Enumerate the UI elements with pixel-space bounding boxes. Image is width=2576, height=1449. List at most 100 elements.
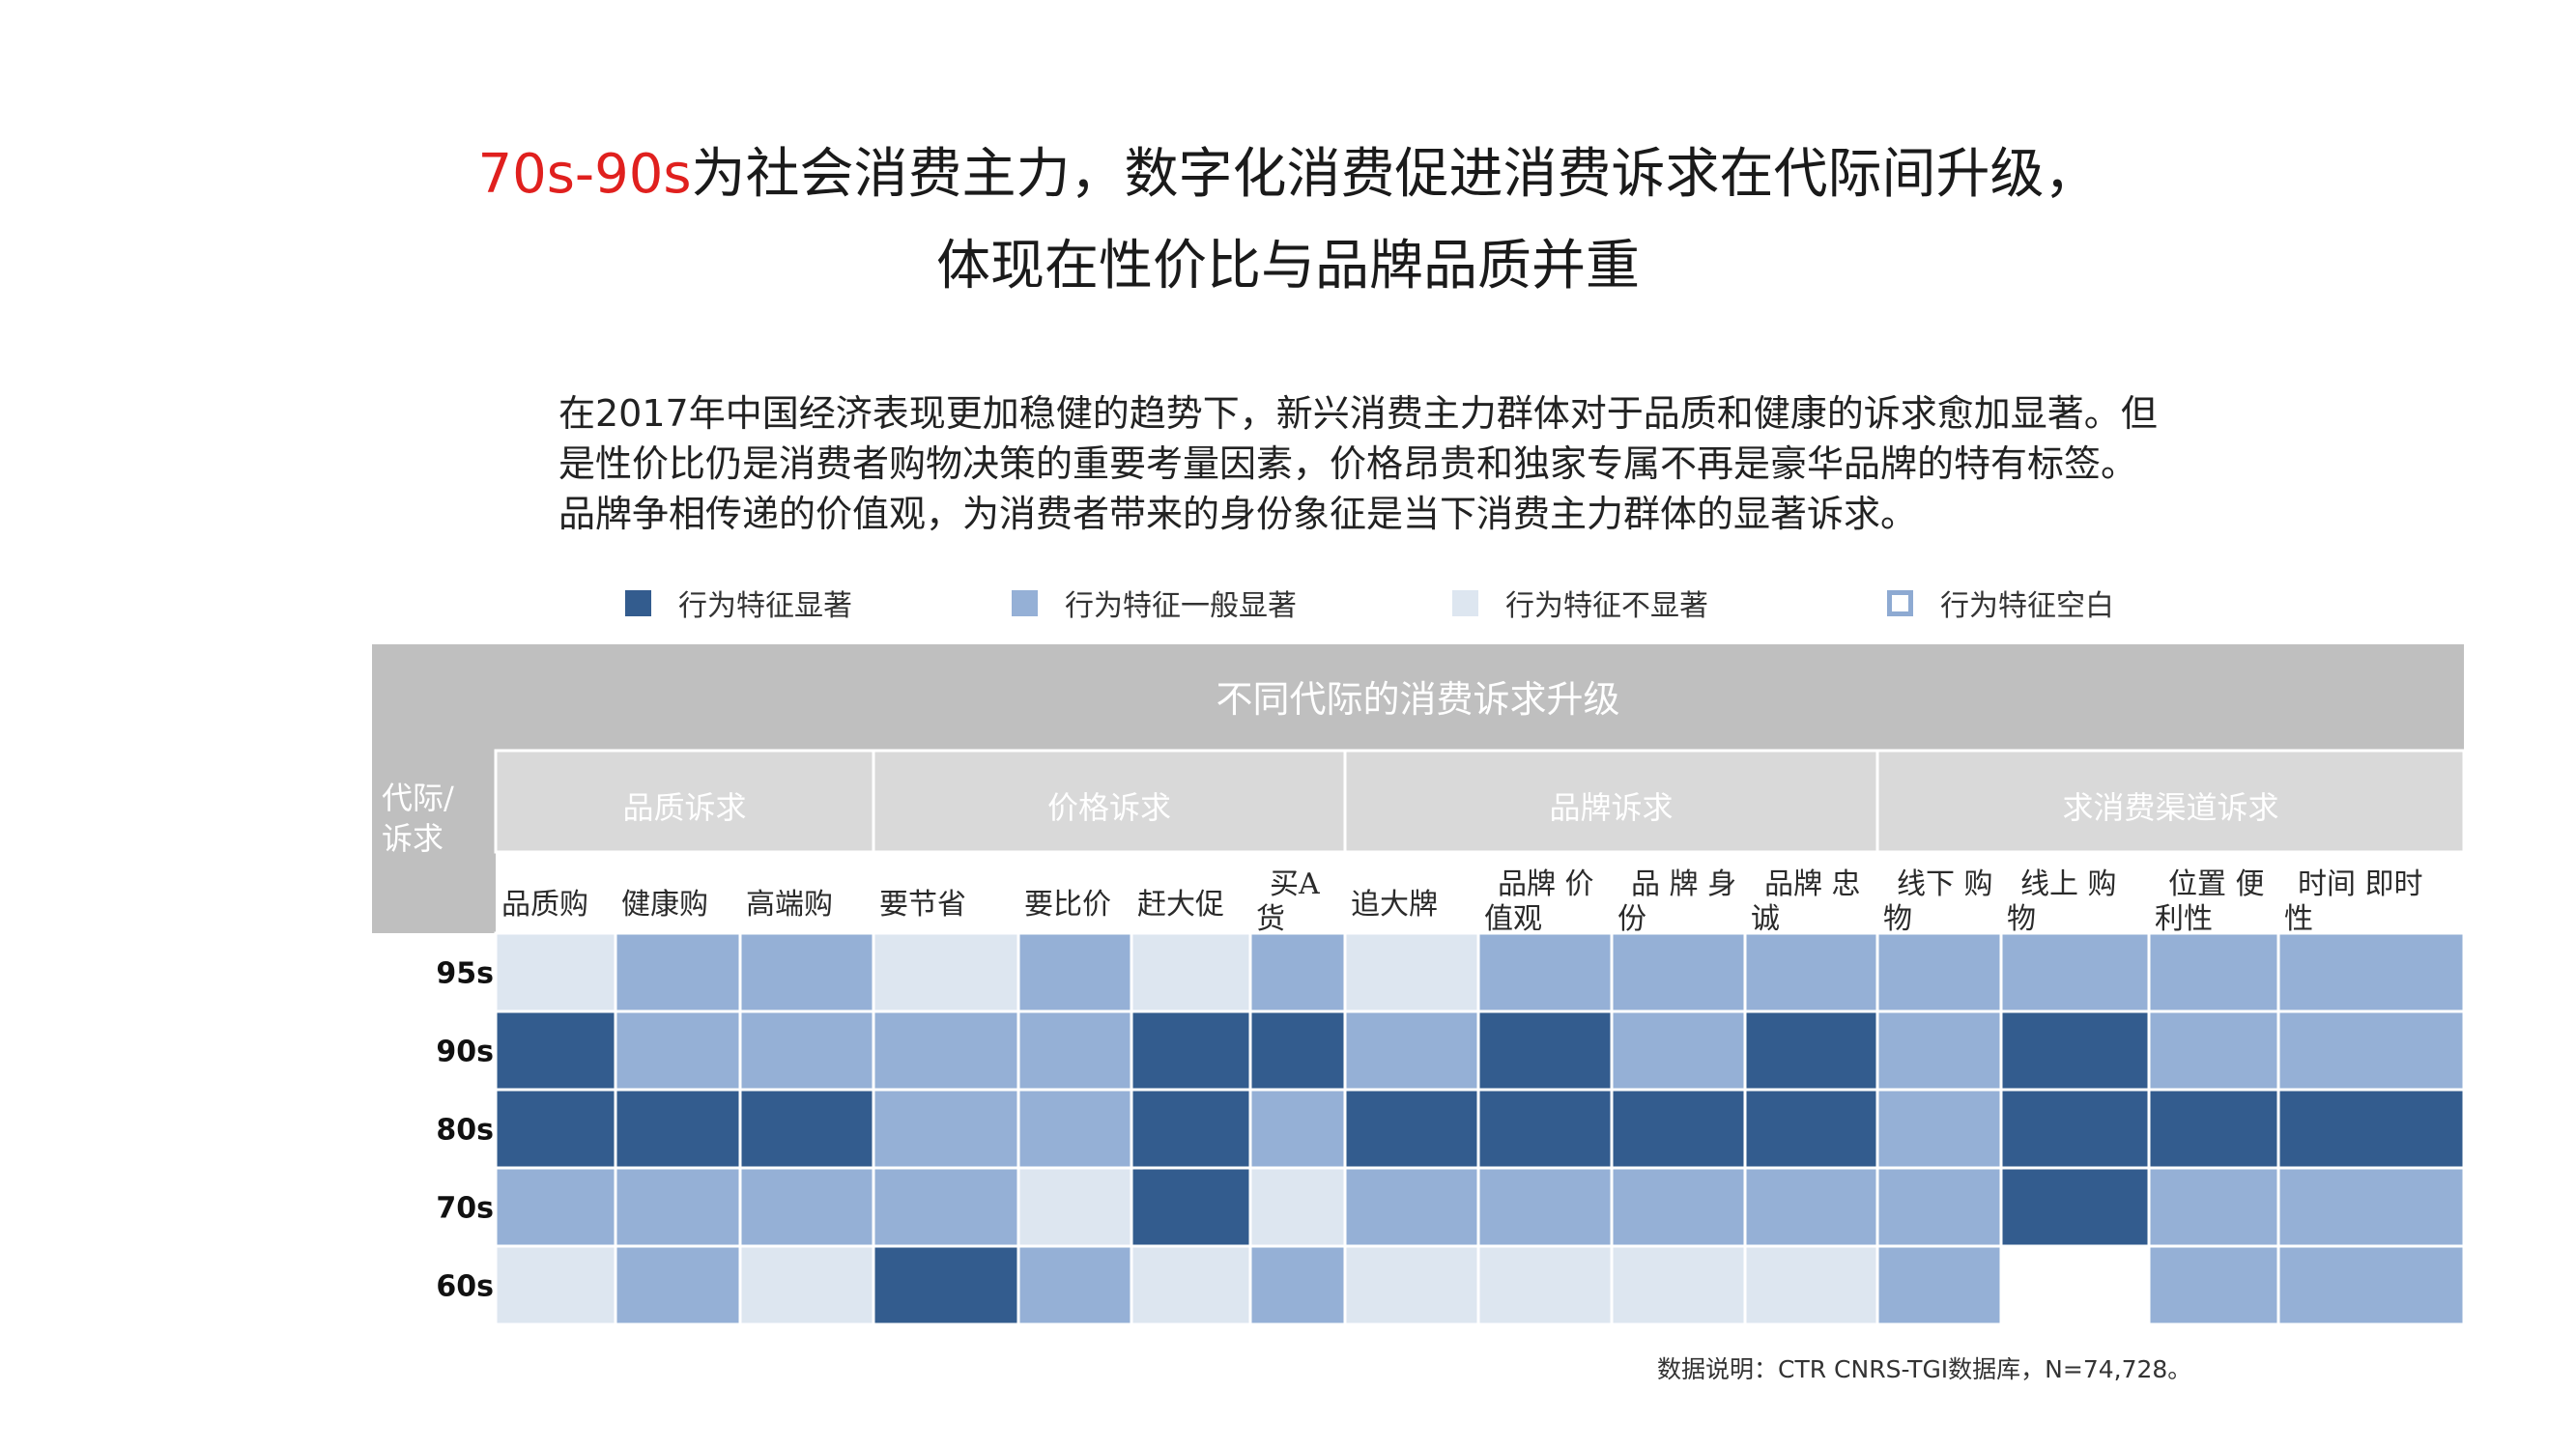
- heatmap-cell: [1130, 931, 1252, 1013]
- group-header-label: 价格诉求: [1047, 789, 1171, 826]
- heatmap-cell: [1130, 1244, 1252, 1326]
- column-header-label: 品 牌 身: [1631, 867, 1736, 901]
- heatmap-cell: [1999, 1244, 2151, 1326]
- heatmap-cell: [1016, 1009, 1133, 1092]
- group-header: [1875, 749, 2466, 854]
- heatmap-cell: [1130, 1088, 1252, 1170]
- chart-title-bar: [372, 644, 2464, 751]
- group-header-label: 求消费渠道诉求: [2062, 789, 2278, 826]
- heatmap-cell: [1476, 931, 1614, 1013]
- legend-swatch: [1452, 589, 1478, 616]
- heatmap-cell: [614, 1009, 742, 1092]
- row-label: 70s: [436, 1192, 494, 1226]
- heatmap-cell: [1248, 1009, 1347, 1092]
- group-header: [872, 749, 1347, 854]
- heatmap-cell: [1248, 1244, 1347, 1326]
- heatmap-cell: [1743, 1244, 1879, 1326]
- heatmap-cell: [614, 1166, 742, 1248]
- heatmap-cell: [1999, 1166, 2151, 1248]
- row-label: 60s: [436, 1270, 494, 1304]
- legend-item-blank: 行为特征空白: [1887, 583, 2114, 623]
- heatmap-cell: [614, 1244, 742, 1326]
- heatmap-cell: [1610, 931, 1747, 1013]
- legend-item-significant: 行为特征显著: [625, 583, 852, 623]
- column-header-label: 线下 购: [1897, 867, 1993, 901]
- legend-swatch: [1887, 589, 1913, 616]
- column-header-label: 追大牌: [1351, 888, 1438, 922]
- heatmap-cell: [614, 1088, 742, 1170]
- heatmap-cell: [1476, 1244, 1614, 1326]
- heatmap-cell: [2276, 1166, 2466, 1248]
- column-header-label: 买A: [1270, 867, 1320, 901]
- heatmap-cell: [1016, 1244, 1133, 1326]
- heatmap-cell: [2276, 931, 2466, 1013]
- legend-label: 行为特征显著: [678, 589, 852, 623]
- heatmap-cell: [494, 931, 617, 1013]
- heatmap-cell: [1343, 1009, 1480, 1092]
- heatmap-cell: [2147, 1088, 2280, 1170]
- column-header-band: [496, 852, 2464, 933]
- column-header-label: 品牌 价: [1498, 867, 1594, 901]
- heatmap-cell: [738, 1166, 875, 1248]
- page-title-line-1: 70s-90s为社会消费主力，数字化消费促进消费诉求在代际间升级，: [0, 130, 2576, 209]
- heatmap-cell: [2147, 1009, 2280, 1092]
- column-header-label: 要节省: [879, 888, 966, 922]
- heatmap-cell: [1610, 1009, 1747, 1092]
- column-header-label: 份: [1617, 902, 1646, 936]
- legend-swatch: [1012, 589, 1038, 616]
- heatmap-cell: [738, 1009, 875, 1092]
- title-highlight: 70s-90s: [477, 143, 692, 206]
- row-label: 90s: [436, 1036, 494, 1069]
- heatmap-cell: [1476, 1166, 1614, 1248]
- heatmap-cell: [1016, 1166, 1133, 1248]
- column-header-label: 时间 即时: [2298, 867, 2423, 901]
- page-title-line-2: 体现在性价比与品牌品质并重: [936, 235, 1640, 298]
- column-header-label: 高端购: [746, 888, 833, 922]
- heatmap-cell: [1476, 1009, 1614, 1092]
- column-header-label: 性: [2284, 902, 2313, 936]
- heatmap-cell: [1875, 1088, 2003, 1170]
- legend-label: 行为特征空白: [1940, 589, 2114, 623]
- heatmap-cell: [1999, 1088, 2151, 1170]
- heatmap-cell: [1875, 931, 2003, 1013]
- column-header-label: 诚: [1751, 902, 1780, 936]
- heatmap-legend: 行为特征显著 行为特征一般显著 行为特征不显著 行为特征空白: [0, 583, 2576, 623]
- heatmap-cell: [1875, 1009, 2003, 1092]
- column-header-label: 赶大促: [1137, 888, 1224, 922]
- heatmap-cell: [1875, 1244, 2003, 1326]
- column-header-label: 品牌 忠: [1764, 867, 1861, 901]
- heatmap-cell: [1476, 1088, 1614, 1170]
- heatmap-cell: [1999, 1009, 2151, 1092]
- column-header-label: 值观: [1484, 902, 1542, 936]
- heatmap-cell: [1743, 931, 1879, 1013]
- source-note: 数据说明：CTR CNRS-TGI数据库，N=74,728。: [1657, 1355, 2192, 1383]
- heatmap-cell: [872, 1244, 1020, 1326]
- corner-label: 代际/: [382, 780, 454, 816]
- heatmap-cell: [872, 1009, 1020, 1092]
- intro-line: 品牌争相传递的价值观，为消费者带来的身份象征是当下消费主力群体的显著诉求。: [558, 493, 1918, 535]
- intro-paragraph: 在2017年中国经济表现更加稳健的趋势下，新兴消费主力群体对于品质和健康的诉求愈…: [558, 388, 2220, 539]
- group-header-label: 品质诉求: [622, 789, 746, 826]
- heatmap-cell: [494, 1244, 617, 1326]
- heatmap-cell: [1130, 1009, 1252, 1092]
- heatmap-cell: [1248, 931, 1347, 1013]
- heatmap-cell: [2276, 1088, 2466, 1170]
- heatmap-cell: [1743, 1166, 1879, 1248]
- title-line-1-text: 为社会消费主力，数字化消费促进消费诉求在代际间升级，: [691, 143, 2099, 206]
- heatmap-cell: [494, 1088, 617, 1170]
- heatmap-cell: [1343, 931, 1480, 1013]
- heatmap-cell: [1016, 931, 1133, 1013]
- column-header-label: 健康购: [621, 888, 708, 922]
- heatmap-cell: [1743, 1088, 1879, 1170]
- legend-item-moderate: 行为特征一般显著: [1012, 583, 1297, 623]
- heatmap-cell: [1610, 1244, 1747, 1326]
- column-header-label: 物: [1883, 902, 1912, 936]
- heatmap-cell: [2276, 1244, 2466, 1326]
- intro-line: 在2017年中国经济表现更加稳健的趋势下，新兴消费主力群体对于品质和健康的诉求愈…: [558, 392, 2158, 435]
- heatmap-cell: [2147, 931, 2280, 1013]
- heatmap-cell: [1610, 1088, 1747, 1170]
- heatmap-cell: [1016, 1088, 1133, 1170]
- heatmap-cell: [614, 931, 742, 1013]
- column-header-label: 利性: [2155, 902, 2213, 936]
